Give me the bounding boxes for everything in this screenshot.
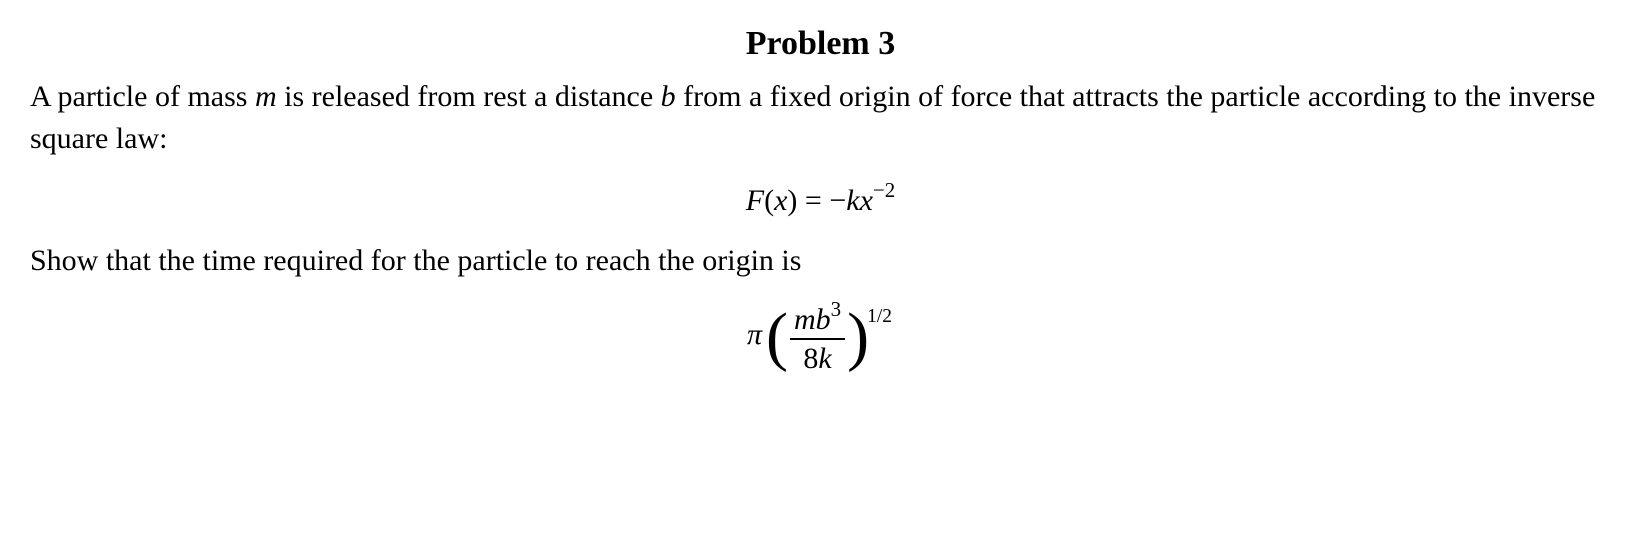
num-m: m [794, 303, 816, 336]
intro-text-1: A particle of mass [30, 80, 255, 113]
numerator: mb3 [790, 300, 845, 340]
problem-title: Problem 3 [30, 20, 1611, 68]
paren-open: ( [764, 184, 774, 217]
big-paren-close: ) [847, 300, 869, 373]
mass-variable: m [255, 80, 277, 113]
problem-intro: A particle of mass m is released from re… [30, 76, 1611, 160]
equals-sign: = [797, 184, 829, 217]
outer-exponent: 1/2 [867, 306, 892, 327]
pi-symbol: π [747, 318, 762, 351]
show-statement: Show that the time required for the part… [30, 240, 1611, 282]
den-k: k [818, 342, 831, 375]
den-8: 8 [803, 342, 818, 375]
big-paren-open: ( [766, 300, 788, 373]
intro-text-2: is released from rest a distance [277, 80, 661, 113]
exponent-neg2: −2 [873, 178, 895, 202]
fraction: mb3 8k [790, 300, 845, 375]
force-arg: x [774, 184, 787, 217]
force-function: F [746, 184, 764, 217]
denominator: 8k [790, 340, 845, 375]
minus-sign: − [829, 184, 846, 217]
result-equation: π( mb3 8k )1/2 [30, 300, 1611, 375]
paren-close: ) [787, 184, 797, 217]
distance-variable: b [661, 80, 676, 113]
constant-k: k [846, 184, 859, 217]
force-equation: F(x) = −kx−2 [30, 178, 1611, 222]
variable-x: x [860, 184, 873, 217]
num-exp-3: 3 [831, 297, 842, 321]
num-b: b [816, 303, 831, 336]
